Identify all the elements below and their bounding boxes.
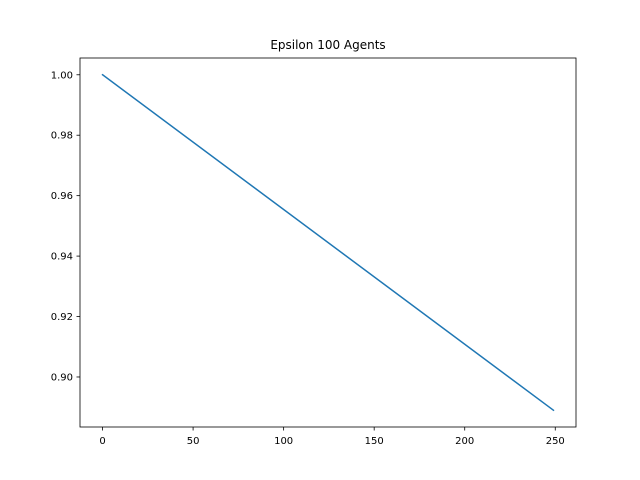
y-tick-label: 0.98: [51, 131, 73, 142]
y-tick-label: 0.96: [51, 191, 73, 202]
axes-frame: [79, 57, 577, 428]
x-tick-label: 100: [274, 436, 293, 447]
y-tick-label: 0.94: [51, 252, 73, 263]
y-tick-label: 1.00: [51, 70, 73, 81]
x-tick-label: 50: [187, 436, 200, 447]
x-tick-label: 150: [365, 436, 384, 447]
x-tick-label: 200: [455, 436, 474, 447]
series-line-1: [101, 73, 555, 412]
x-tick-label: 0: [99, 436, 105, 447]
y-tick-label: 0.92: [51, 312, 73, 323]
x-tick-label: 250: [546, 436, 565, 447]
plot-area: 0 50 100 150 200 250 0.90 0.92 0.94 0.96 0.98 1.00: [51, 57, 577, 447]
y-tick-label: 0.90: [51, 372, 73, 383]
chart-title: Epsilon 100 Agents: [270, 38, 385, 52]
